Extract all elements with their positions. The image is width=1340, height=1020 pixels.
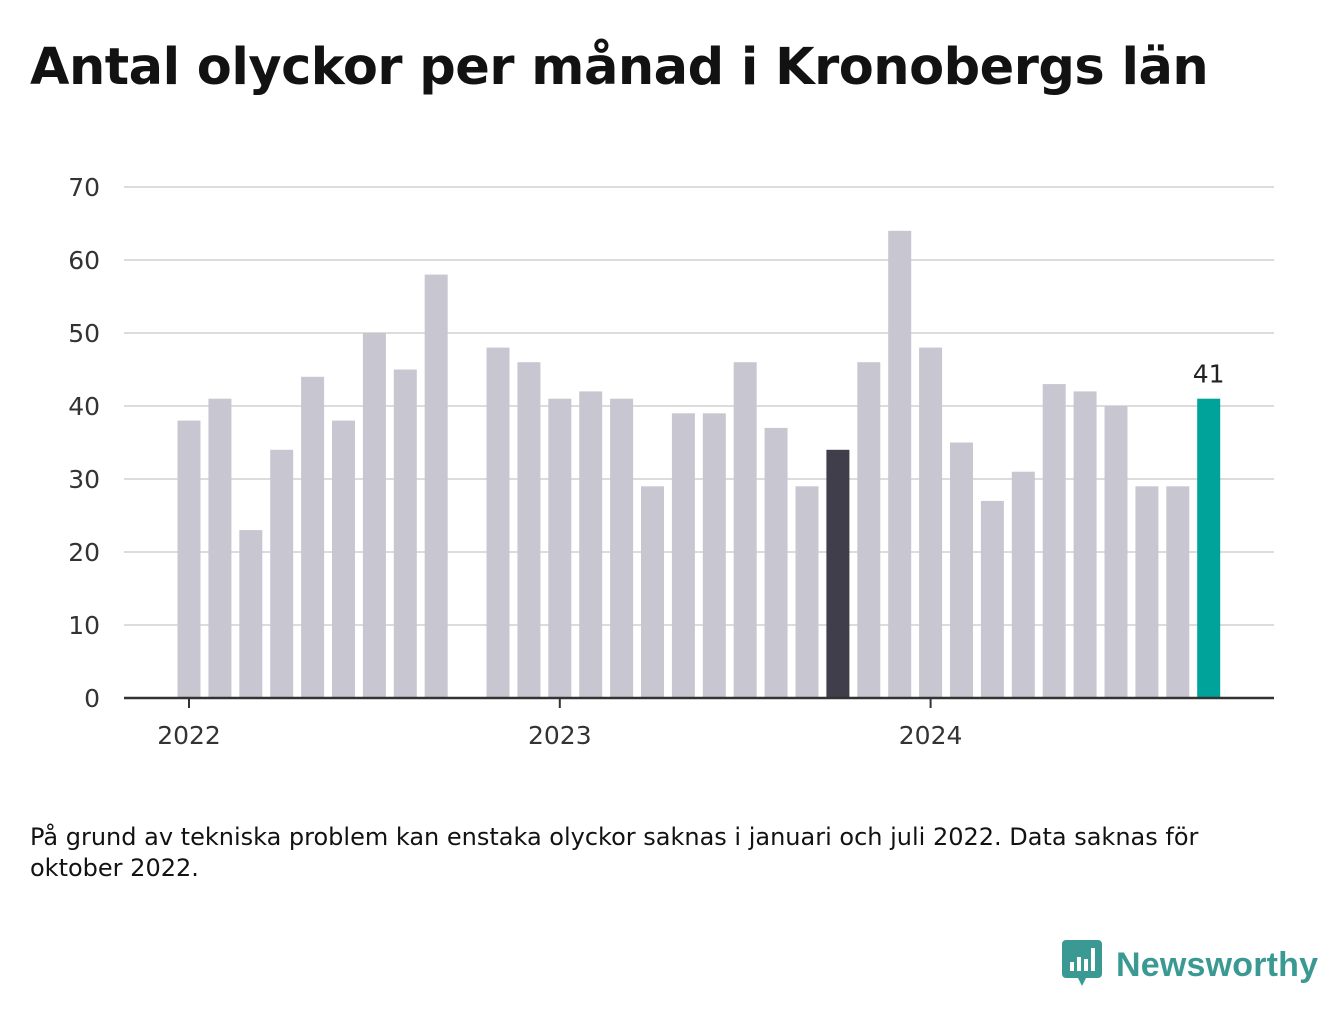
bar — [486, 347, 510, 698]
gridlines — [124, 186, 1274, 626]
y-tick-label: 60 — [68, 246, 100, 275]
bar — [1135, 486, 1159, 698]
bar — [1042, 384, 1066, 698]
x-axis: 2022 2023 2024 — [124, 696, 1274, 750]
x-tick-label: 2023 — [528, 721, 592, 750]
bar — [610, 398, 634, 698]
bar — [332, 420, 355, 698]
bar — [1197, 398, 1221, 698]
bar — [950, 442, 973, 698]
bar — [1011, 471, 1035, 698]
bar — [826, 449, 850, 698]
y-axis: 0 10 20 30 40 50 60 70 — [68, 173, 100, 713]
bar — [671, 413, 695, 698]
bar — [208, 398, 232, 698]
x-tick-label: 2024 — [899, 721, 963, 750]
bar — [795, 486, 819, 698]
footnote: På grund av tekniska problem kan enstaka… — [30, 823, 1199, 882]
y-tick-label: 30 — [68, 465, 100, 494]
bar — [239, 530, 263, 698]
brand-logo: Newsworthy — [1062, 940, 1318, 990]
bar — [393, 369, 417, 698]
bar-chart: 0 10 20 30 40 50 60 70 2022 2023 2024 41 — [68, 173, 1274, 750]
bar — [641, 486, 664, 698]
y-tick-label: 20 — [68, 538, 100, 567]
bar — [857, 362, 881, 698]
data-label: 41 — [1193, 360, 1225, 389]
bar — [579, 391, 603, 698]
bar — [1166, 486, 1190, 698]
page-title: Antal olyckor per månad i Kronobergs län — [30, 38, 1209, 97]
y-tick-label: 40 — [68, 392, 100, 421]
data-labels: 41 — [1193, 360, 1225, 389]
bar — [548, 398, 572, 698]
y-tick-label: 10 — [68, 611, 100, 640]
bar — [424, 274, 448, 698]
bar — [301, 376, 325, 698]
bar — [888, 230, 912, 699]
y-tick-label: 50 — [68, 319, 100, 348]
bar — [177, 420, 201, 698]
x-tick-label: 2022 — [157, 721, 221, 750]
bar — [1073, 391, 1097, 698]
bars — [177, 230, 1221, 699]
bar — [1104, 406, 1128, 698]
y-tick-label: 0 — [84, 684, 100, 713]
y-tick-label: 70 — [68, 173, 100, 202]
brand-name: Newsworthy — [1116, 945, 1319, 984]
bar — [362, 333, 386, 698]
bar — [270, 449, 294, 698]
newsworthy-logo-icon — [1062, 940, 1102, 986]
bar — [517, 362, 541, 698]
bar — [919, 347, 943, 698]
bar — [733, 362, 757, 698]
bar — [702, 413, 726, 698]
bar — [980, 500, 1004, 698]
bar — [764, 427, 788, 698]
